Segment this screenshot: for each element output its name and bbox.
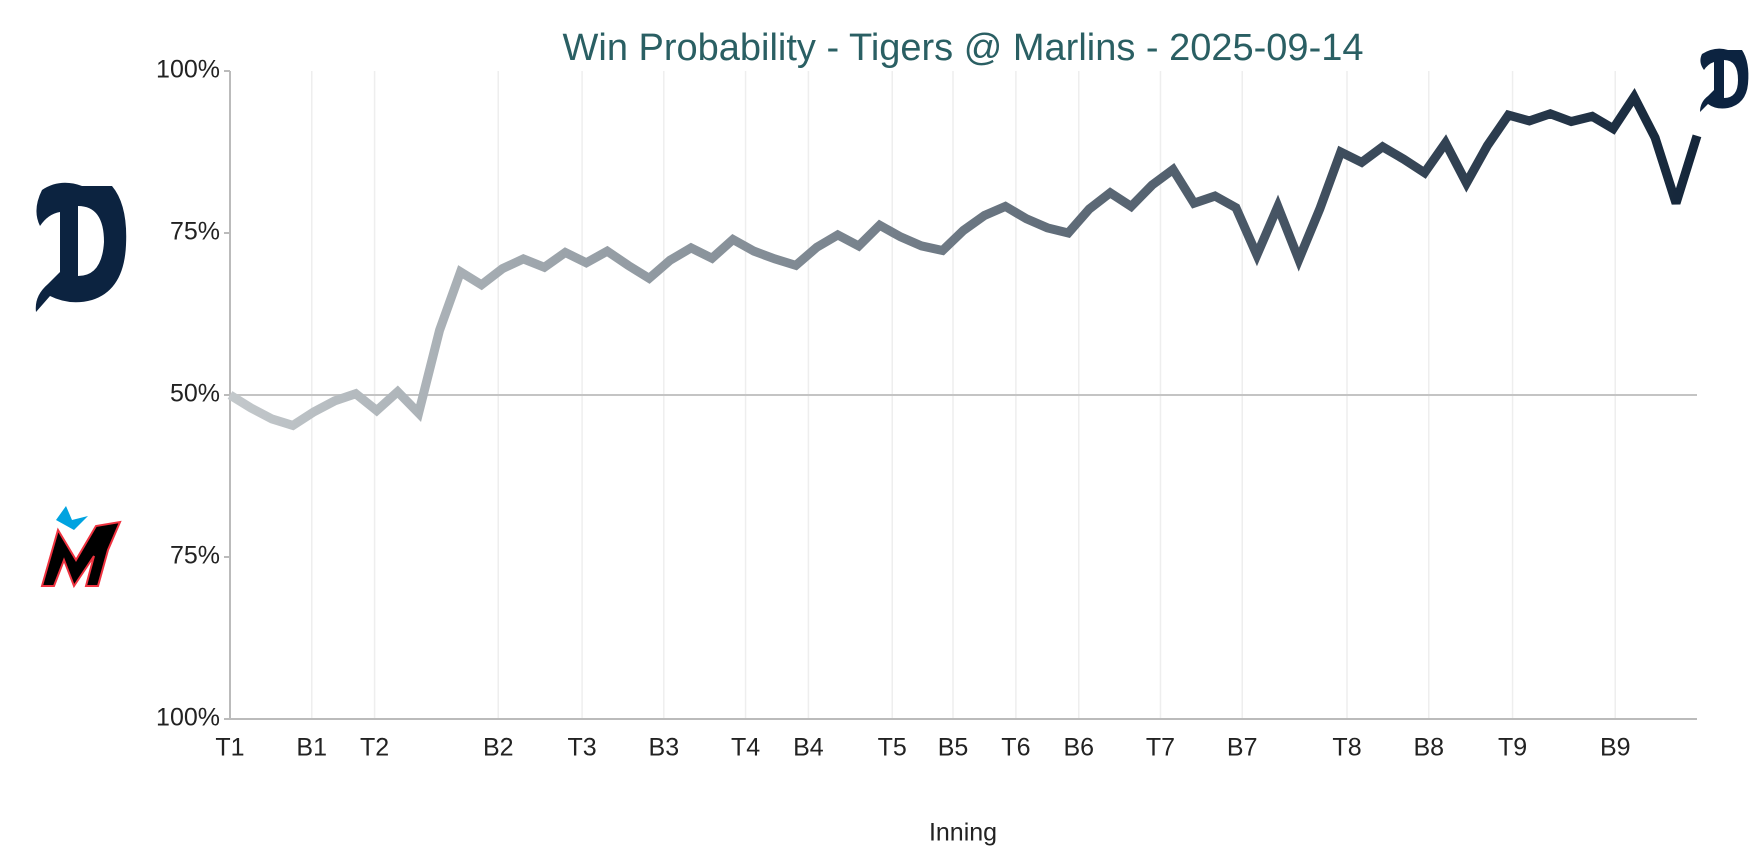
tigers-logo — [35, 48, 1749, 312]
chart-title: Win Probability - Tigers @ Marlins - 202… — [563, 27, 1364, 69]
x-tick-label: T2 — [360, 734, 389, 762]
x-tick-label: B5 — [938, 734, 969, 762]
x-tick-label: T4 — [731, 734, 760, 762]
x-tick-label: T5 — [878, 734, 907, 762]
plot — [227, 88, 1702, 431]
x-tick-label: B4 — [793, 734, 824, 762]
x-tick-label: B2 — [483, 734, 514, 762]
x-axis-label: Inning — [929, 819, 997, 847]
x-tick-label: T1 — [215, 734, 244, 762]
x-tick-label: B7 — [1227, 734, 1258, 762]
x-tick-label: T6 — [1001, 734, 1030, 762]
x-tick-label: T9 — [1498, 734, 1527, 762]
y-tick-label: 100% — [156, 704, 220, 732]
x-tick-label: T8 — [1332, 734, 1361, 762]
x-tick-label: B1 — [296, 734, 327, 762]
y-tick-label: 75% — [170, 218, 220, 246]
x-tick-label: B8 — [1413, 734, 1444, 762]
x-tick-label: B3 — [649, 734, 680, 762]
marlins-logo — [40, 506, 122, 589]
x-tick-label: T7 — [1146, 734, 1175, 762]
y-tick-label: 100% — [156, 56, 220, 84]
y-tick-label: 75% — [170, 542, 220, 570]
x-tick-label: B6 — [1063, 734, 1094, 762]
win-probability-line — [227, 88, 1702, 431]
x-tick-label: B9 — [1600, 734, 1631, 762]
y-tick-label: 50% — [170, 380, 220, 408]
x-tick-label: T3 — [567, 734, 596, 762]
